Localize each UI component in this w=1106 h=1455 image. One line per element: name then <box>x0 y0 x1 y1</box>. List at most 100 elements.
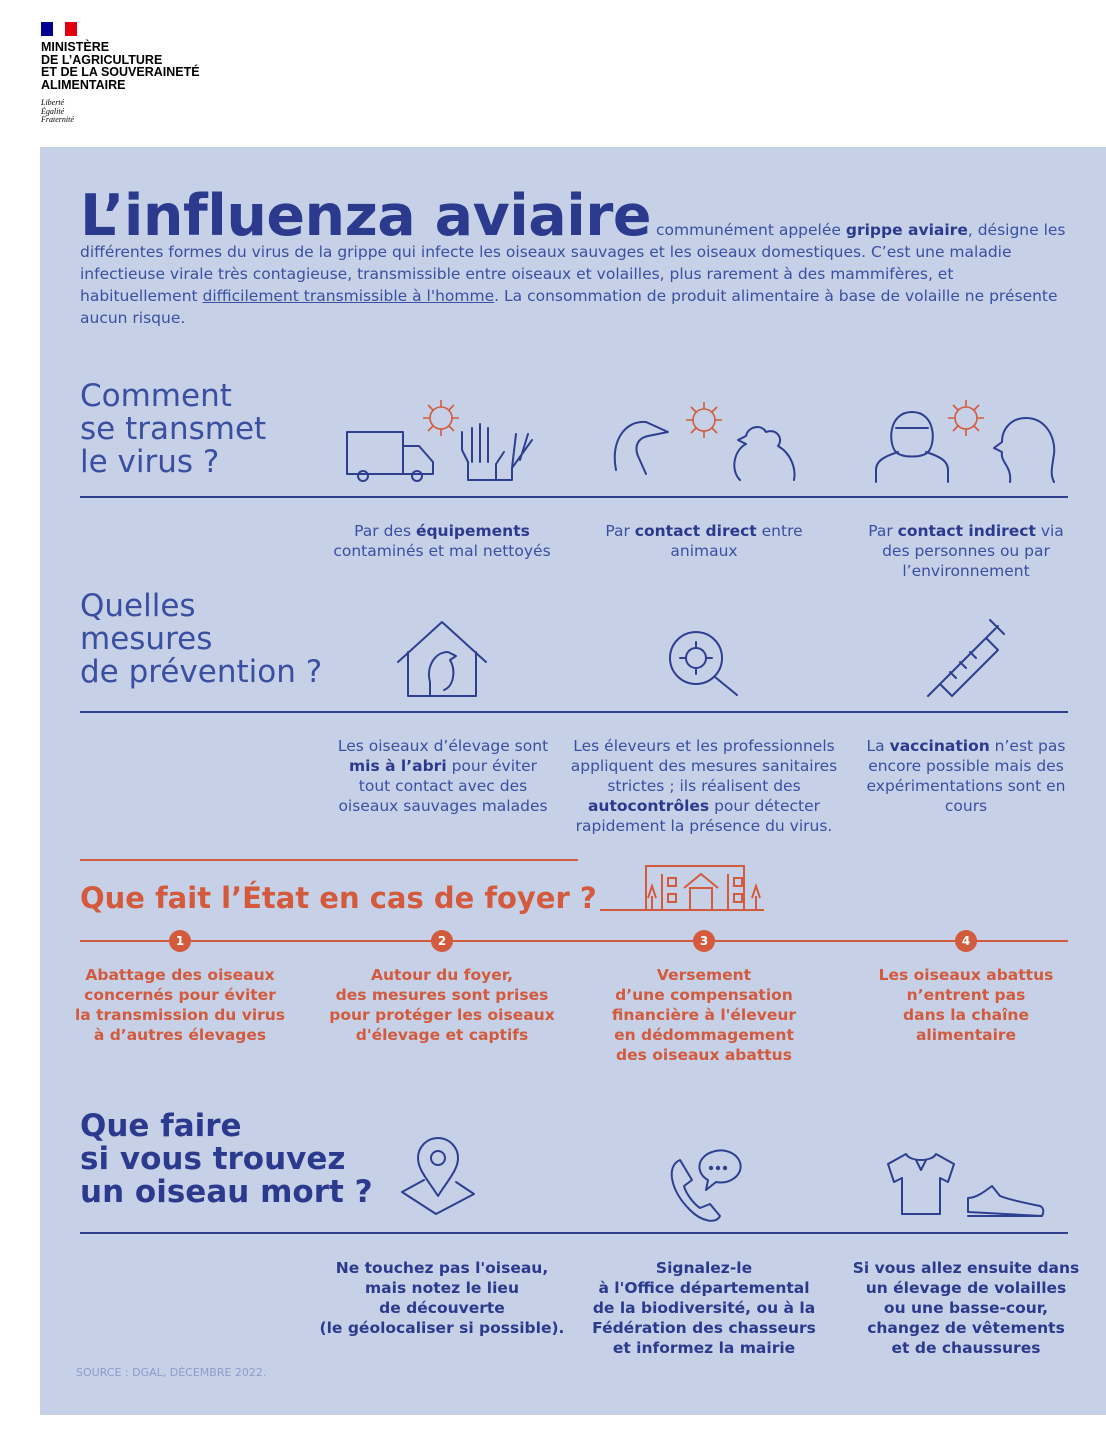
emphasis: autocontrôles <box>587 797 710 815</box>
section-heading: Quelles mesures de prévention ? <box>80 590 322 689</box>
text-line: Versement <box>656 966 752 984</box>
text-line: Égalité <box>41 106 65 116</box>
emphasis: contact direct <box>634 522 757 540</box>
text-line: si vous trouvez <box>80 1141 346 1177</box>
text-line: MINISTÈRE <box>41 40 110 54</box>
text-line: en dédommagement <box>614 1026 794 1044</box>
action-text: Signalez-le à l'Office départemental de la… <box>579 1258 829 1358</box>
text-run: pour éviter tout contact avec des oiseau… <box>338 757 548 815</box>
text-line: ALIMENTAIRE <box>41 77 126 92</box>
text-line: financière à l'éleveur <box>611 1006 797 1024</box>
emphasis: équipements <box>415 522 530 540</box>
gloves-icon <box>461 423 533 481</box>
text-line: Abattage des oiseaux <box>85 966 275 984</box>
caption: Par contact direct entre animaux <box>594 521 814 561</box>
hen-icon <box>733 426 796 481</box>
text-line: de prévention ? <box>80 654 323 690</box>
step-text: Abattage des oiseaux concernés pour évite… <box>60 965 300 1045</box>
step-number: 4 <box>955 930 977 952</box>
step-number: 3 <box>693 930 715 952</box>
text-line: Fraternité <box>41 115 74 124</box>
step-text: Autour du foyer, des mesures sont prises p… <box>322 965 562 1045</box>
intro: L’influenza aviaire communément appelée … <box>80 188 1070 329</box>
action-text: Si vous allez ensuite dans un élevage de … <box>841 1258 1091 1358</box>
text-line: à l'Office départemental <box>598 1279 810 1297</box>
text-line: Si vous allez ensuite dans <box>852 1259 1080 1277</box>
panel <box>40 147 1106 1415</box>
text-line: mais notez le lieu <box>365 1279 519 1297</box>
caption: Par contact indirect via des personnes o… <box>861 521 1071 581</box>
ministry-name: MINISTÈRE DE L’AGRICULTURE ET DE LA SOUVER… <box>41 41 200 91</box>
text-run: pour détecter rapidement la présence du … <box>575 797 833 835</box>
rule <box>80 940 1068 942</box>
section-heading: Que fait l’État en cas de foyer ? <box>80 881 597 915</box>
text-line: Autour du foyer, <box>371 966 513 984</box>
text-line: Fédération des chasseurs <box>592 1319 816 1337</box>
rule <box>80 496 1068 498</box>
text-line: Que faire <box>80 1108 242 1144</box>
text-line: Quelles <box>80 588 196 624</box>
text-line: d’une compensation <box>615 986 793 1004</box>
text-run: Par <box>605 522 635 540</box>
flag-logo <box>41 22 77 36</box>
text-line: à d’autres élevages <box>93 1026 267 1044</box>
text-line: des oiseaux abattus <box>616 1046 792 1064</box>
syringe-icon <box>927 619 1005 697</box>
intro-text: , désigne les différentes formes du viru… <box>80 221 1066 305</box>
step-number: 2 <box>431 930 453 952</box>
text-line: changez de vêtements <box>867 1319 1065 1337</box>
intro-link: difficilement transmissible à l'homme <box>202 287 495 305</box>
text-line: Liberté <box>41 98 65 107</box>
truck-icon <box>346 431 434 482</box>
virus-icon <box>686 402 722 438</box>
magnifier-icon <box>669 631 738 696</box>
house-icon <box>397 621 487 697</box>
virus-icon <box>423 400 459 436</box>
source: SOURCE : DGAL, DÉCEMBRE 2022. <box>76 1366 267 1379</box>
building-icon <box>600 865 764 911</box>
text-run: Les oiseaux d’élevage sont <box>337 737 549 755</box>
text-line: Comment <box>80 378 232 414</box>
text-line: mesures <box>80 621 213 657</box>
text-line: un oiseau mort ? <box>80 1174 373 1210</box>
profile-icon <box>993 417 1056 483</box>
text-run: contaminés et mal nettoyés <box>333 542 551 560</box>
text-run: via des personnes ou par l’environnement <box>882 522 1064 580</box>
text-line: Les oiseaux abattus <box>878 966 1054 984</box>
emphasis: contact indirect <box>897 522 1036 540</box>
section-heading: Que faire si vous trouvez un oiseau mort ? <box>80 1110 373 1209</box>
motto: Liberté Égalité Fraternité <box>41 98 74 125</box>
action-text: Ne touchez pas l'oiseau, mais notez le li… <box>317 1258 567 1338</box>
emphasis: vaccination <box>889 737 990 755</box>
goose-icon <box>613 420 669 475</box>
text-line: Ne touchez pas l'oiseau, <box>335 1259 549 1277</box>
text-line: DE L’AGRICULTURE <box>41 52 163 67</box>
caption: La vaccination n’est pas encore possible… <box>866 736 1066 816</box>
section-heading: Comment se transmet le virus ? <box>80 380 266 479</box>
text-line: de la biodiversité, ou à la <box>592 1299 816 1317</box>
text-run: Par des <box>354 522 416 540</box>
text-run: Par <box>868 522 898 540</box>
person-icon <box>875 411 949 483</box>
text-line: d'élevage et captifs <box>355 1026 529 1044</box>
text-run: entre animaux <box>670 522 803 560</box>
text-line: des mesures sont prises <box>335 986 549 1004</box>
text-line: et informez la mairie <box>612 1339 796 1357</box>
intro-text: communément appelée <box>656 221 846 239</box>
text-line: la transmission du virus <box>74 1006 286 1024</box>
intro-text: grippe aviaire <box>845 221 968 239</box>
step-number: 1 <box>169 930 191 952</box>
title: L’influenza aviaire <box>80 183 652 249</box>
text-line: concernés pour éviter <box>84 986 276 1004</box>
caption: Les oiseaux d’élevage sont mis à l’abri … <box>332 736 554 816</box>
text-line: (le géolocaliser si possible). <box>319 1319 565 1337</box>
text-line: pour protéger les oiseaux <box>329 1006 555 1024</box>
text-line: Signalez-le <box>655 1259 753 1277</box>
step-text: Les oiseaux abattus n’entrent pas dans la … <box>846 965 1086 1045</box>
rule <box>80 711 1068 713</box>
caption: Les éleveurs et les professionnels appli… <box>566 736 842 836</box>
emphasis: mis à l’abri <box>348 757 447 775</box>
